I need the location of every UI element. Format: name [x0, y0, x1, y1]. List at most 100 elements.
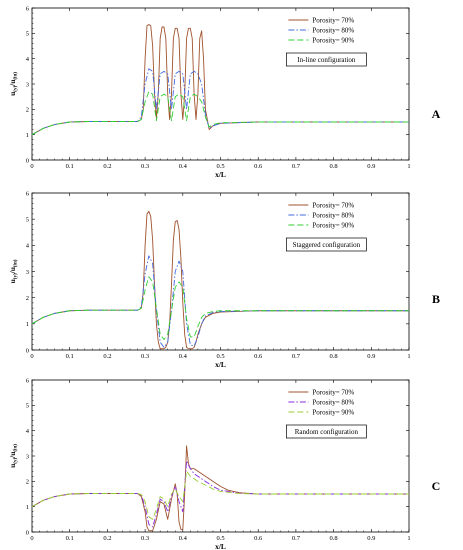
- y-axis-label: u(y)/u(in): [8, 72, 19, 96]
- x-tick-label: 0.4: [179, 353, 188, 360]
- x-tick-label: 0.3: [141, 163, 149, 170]
- series-line-3: [31, 470, 409, 520]
- legend-label-3: Porosity= 90%: [312, 221, 354, 229]
- x-tick-label: 0.9: [367, 163, 375, 170]
- legend-label-1: Porosity= 70%: [312, 201, 354, 209]
- chart-panel-a: 0 0.1 0.2 0.3 0.4 0.5 0.6 0.7 0.8 0.9 1 0 1 2 3 4 5 6 x/L u…: [8, 5, 441, 179]
- series-line-1: [31, 445, 409, 532]
- y-tick-label: 1: [26, 132, 29, 139]
- y-label-slash: /u: [8, 452, 17, 459]
- x-tick-label: 1: [407, 353, 410, 360]
- configuration-box: [286, 424, 367, 439]
- legend-label-3: Porosity= 90%: [312, 408, 354, 416]
- legend-label-3: Porosity= 90%: [312, 36, 354, 44]
- y-label-slash: /u: [8, 80, 17, 87]
- legend-label-2: Porosity= 80%: [312, 211, 354, 219]
- legend-label-1: Porosity= 70%: [312, 388, 354, 396]
- y-tick-label: 2: [26, 107, 29, 114]
- x-tick-label: 0.9: [367, 535, 375, 542]
- configuration-label: In-line configuration: [297, 56, 356, 64]
- y-label-numerator-sub: (y): [14, 458, 19, 464]
- y-tick-label: 4: [26, 428, 30, 435]
- y-tick-label: 2: [26, 295, 29, 302]
- y-tick-label: 6: [26, 377, 30, 384]
- x-tick-label: 0.2: [103, 163, 111, 170]
- x-axis-label: x/L: [215, 170, 226, 179]
- x-tick-label: 0.2: [103, 353, 111, 360]
- y-label-denominator-sub: (in): [14, 72, 19, 80]
- y-tick-label: 4: [26, 56, 30, 63]
- x-tick-label: 0.7: [292, 353, 301, 360]
- y-label-numerator-sub: (y): [14, 273, 19, 279]
- y-tick-label: 4: [26, 243, 30, 250]
- x-tick-label: 0.2: [103, 535, 111, 542]
- x-tick-label: 0.9: [367, 353, 375, 360]
- y-tick-label: 0: [26, 157, 29, 164]
- y-tick-label: 2: [26, 479, 29, 486]
- x-axis-label: x/L: [215, 360, 226, 369]
- x-tick-label: 0.8: [330, 163, 338, 170]
- y-axis-label: u(y)/u(in): [8, 259, 19, 283]
- y-tick-label: 3: [26, 453, 29, 460]
- legend-label-2: Porosity= 80%: [312, 398, 354, 406]
- x-tick-label: 0: [30, 535, 33, 542]
- x-tick-label: 0.6: [254, 535, 263, 542]
- x-tick-label: 0.6: [254, 163, 263, 170]
- configuration-box: [286, 52, 367, 67]
- x-tick-label: 0: [30, 163, 33, 170]
- x-tick-label: 0.5: [216, 163, 224, 170]
- x-tick-label: 1: [407, 535, 410, 542]
- series-line-2: [31, 255, 409, 348]
- x-tick-label: 0.4: [179, 163, 188, 170]
- x-axis-label: x/L: [215, 542, 226, 550]
- x-tick-label: 0.1: [66, 163, 74, 170]
- y-tick-label: 0: [26, 347, 29, 354]
- y-label-denominator-sub: (in): [14, 444, 19, 452]
- panel-letter: B: [432, 292, 440, 306]
- configuration-label: Staggered configuration: [293, 241, 361, 249]
- y-label-numerator: u: [8, 464, 17, 468]
- y-tick-label: 0: [26, 529, 29, 536]
- series-line-3: [31, 91, 409, 136]
- series-line-1: [31, 210, 409, 350]
- y-tick-label: 3: [26, 269, 29, 276]
- x-tick-label: 0.4: [179, 535, 188, 542]
- x-tick-label: 0.1: [66, 353, 74, 360]
- y-tick-label: 5: [26, 216, 29, 223]
- panel-letter: A: [432, 107, 441, 121]
- x-tick-label: 0.8: [330, 535, 338, 542]
- y-tick-label: 1: [26, 504, 29, 511]
- y-tick-label: 6: [26, 5, 30, 12]
- y-tick-label: 1: [26, 321, 29, 328]
- configuration-box: [286, 237, 367, 252]
- y-label-numerator: u: [8, 92, 17, 96]
- series-line-2: [31, 68, 409, 136]
- y-label-slash: /u: [8, 267, 17, 274]
- series-line-3: [31, 276, 409, 340]
- y-tick-label: 6: [26, 190, 30, 197]
- configuration-label: Random configuration: [295, 428, 359, 436]
- legend-label-2: Porosity= 80%: [312, 26, 354, 34]
- y-tick-label: 3: [26, 81, 29, 88]
- legend-label-1: Porosity= 70%: [312, 16, 354, 24]
- x-tick-label: 0.1: [66, 535, 74, 542]
- x-tick-label: 0: [30, 353, 33, 360]
- x-tick-label: 1: [407, 163, 410, 170]
- chart-panel-b: 0 0.1 0.2 0.3 0.4 0.5 0.6 0.7 0.8 0.9 1 0 1 2 3 4 5 6 x/L u…: [8, 190, 440, 369]
- x-tick-label: 0.7: [292, 163, 301, 170]
- y-tick-label: 5: [26, 31, 29, 38]
- x-tick-label: 0.7: [292, 535, 301, 542]
- chart-panel-c: 0 0.1 0.2 0.3 0.4 0.5 0.6 0.7 0.8 0.9 1 0 1 2 3 4 5 6 x/L u…: [8, 377, 440, 550]
- x-tick-label: 0.8: [330, 353, 338, 360]
- x-tick-label: 0.5: [216, 535, 224, 542]
- y-label-numerator-sub: (y): [14, 86, 19, 92]
- y-tick-label: 5: [26, 403, 29, 410]
- x-tick-label: 0.3: [141, 535, 149, 542]
- x-tick-label: 0.5: [216, 353, 224, 360]
- panel-letter: C: [432, 479, 441, 493]
- y-label-numerator: u: [8, 279, 17, 283]
- x-tick-label: 0.3: [141, 353, 149, 360]
- y-label-denominator-sub: (in): [14, 259, 19, 267]
- y-axis-label: u(y)/u(in): [8, 444, 19, 468]
